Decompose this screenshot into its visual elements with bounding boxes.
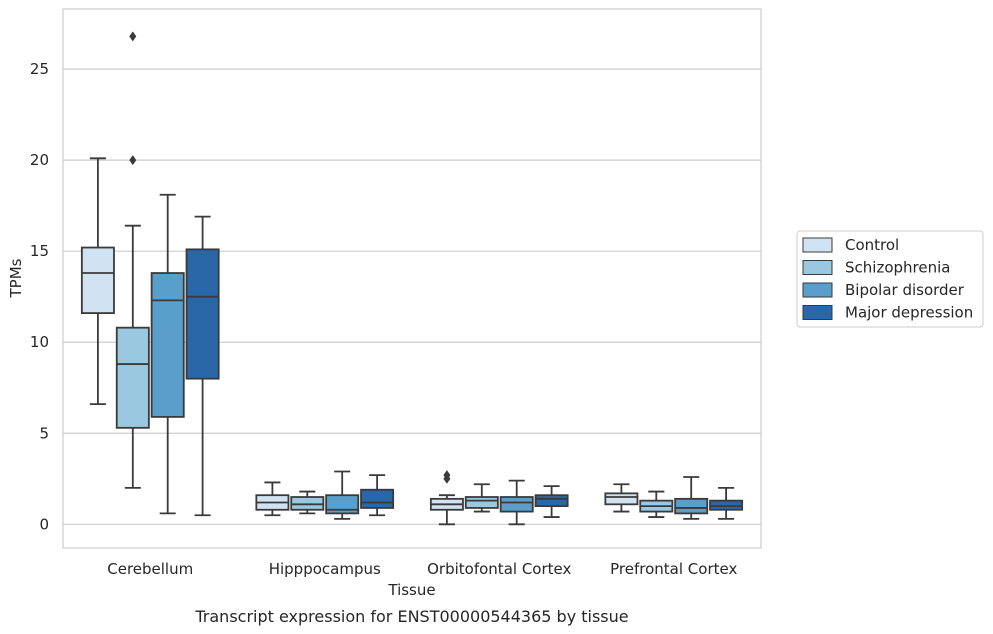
- iqr-box: [604, 492, 639, 506]
- y-tick-labels: 0 5 10 15 20 25: [30, 60, 49, 533]
- outlier-point: [129, 155, 137, 166]
- y-tick-label: 5: [39, 424, 49, 442]
- x-tick-label: Orbitofontal Cortex: [427, 560, 571, 578]
- x-tick-label: Prefrontal Cortex: [610, 560, 737, 578]
- box-major-depression: [185, 215, 220, 517]
- y-axis-title: TPMs: [7, 258, 25, 298]
- box-bipolar-disorder: [499, 479, 534, 526]
- legend-swatch: [802, 282, 833, 298]
- iqr-box: [290, 496, 325, 511]
- box-bipolar-disorder: [150, 193, 185, 515]
- iqr-box: [325, 494, 360, 515]
- iqr-box: [709, 499, 744, 511]
- legend-label: Bipolar disorder: [845, 281, 965, 299]
- x-tick-labels: Cerebellum Hipppocampus Orbitofontal Corte…: [107, 560, 737, 578]
- iqr-box: [80, 246, 115, 314]
- iqr-box: [150, 272, 185, 418]
- outlier-point: [443, 470, 451, 481]
- iqr-box: [534, 494, 569, 508]
- x-axis-title: Tissue: [387, 581, 435, 599]
- y-tick-label: 20: [30, 151, 49, 169]
- box-major-depression: [709, 487, 744, 520]
- outlier-point: [129, 31, 137, 42]
- iqr-box: [115, 326, 150, 429]
- x-tick-label: Cerebellum: [107, 560, 193, 578]
- box-schizophrenia: [115, 31, 150, 489]
- plot-frame: [62, 8, 762, 549]
- legend-label: Schizophrenia: [845, 259, 950, 277]
- iqr-box: [674, 497, 709, 515]
- legend-label: Control: [845, 236, 899, 254]
- y-tick-label: 0: [39, 515, 49, 533]
- legend-label: Major depression: [845, 304, 973, 322]
- box-schizophrenia: [464, 483, 499, 513]
- y-tick-label: 10: [30, 333, 49, 351]
- iqr-box: [499, 496, 534, 513]
- iqr-box: [185, 248, 220, 380]
- x-tick-label: Hipppocampus: [269, 560, 381, 578]
- box-major-depression: [360, 474, 395, 517]
- chart-caption: Transcript expression for ENST0000054436…: [194, 607, 628, 626]
- box-schizophrenia: [290, 490, 325, 515]
- legend-frame: [796, 230, 984, 328]
- iqr-box: [360, 488, 395, 509]
- box-control: [604, 483, 639, 513]
- iqr-box: [464, 496, 499, 509]
- legend: Control Schizophrenia Bipolar disorder Majo…: [796, 230, 984, 328]
- box-major-depression: [534, 485, 569, 518]
- box-control: [429, 470, 464, 526]
- box-schizophrenia: [639, 490, 674, 518]
- boxes: [80, 31, 744, 526]
- legend-swatch: [802, 260, 833, 275]
- box-control: [80, 157, 115, 406]
- box-bipolar-disorder: [674, 476, 709, 520]
- legend-swatch: [802, 305, 833, 320]
- box-control: [255, 481, 290, 517]
- box-bipolar-disorder: [325, 470, 360, 520]
- y-tick-label: 15: [30, 242, 49, 260]
- y-tick-label: 25: [30, 60, 49, 78]
- legend-swatch: [802, 237, 833, 253]
